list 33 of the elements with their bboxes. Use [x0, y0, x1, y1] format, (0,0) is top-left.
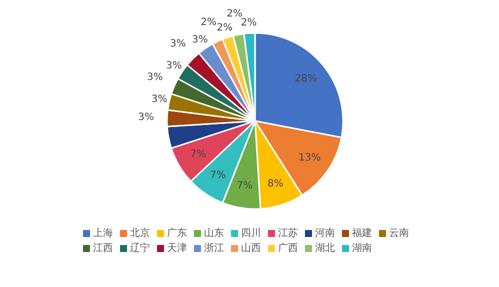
data-label: 8%	[267, 178, 284, 190]
legend-label: 云南	[389, 226, 409, 241]
data-label: 2%	[240, 18, 257, 29]
data-label: 3%	[166, 60, 182, 72]
legend-label: 福建	[352, 226, 372, 241]
legend-label: 广东	[167, 226, 187, 241]
data-label: 7%	[210, 170, 226, 182]
data-label: 2%	[226, 8, 243, 20]
legend-label: 四川	[241, 226, 261, 241]
legend-label: 天津	[167, 242, 187, 256]
data-label: 28%	[294, 73, 317, 84]
data-label: 2%	[216, 22, 233, 34]
legend-label: 浙江	[204, 242, 224, 256]
legend-label: 山西	[241, 242, 261, 256]
legend-label: 江苏	[278, 226, 298, 241]
legend-label: 辽宁	[130, 242, 150, 256]
legend-label: 上海	[93, 226, 113, 241]
data-label: 3%	[151, 94, 168, 106]
legend-label: 北京	[130, 226, 150, 241]
data-label: 3%	[147, 72, 163, 84]
legend-label: 广西	[278, 242, 298, 256]
legend-label: 山东	[204, 226, 224, 241]
legend-label: 湖北	[315, 242, 335, 256]
legend-label: 江西	[93, 242, 113, 256]
data-label: 3%	[170, 38, 186, 50]
legend-label: 湖南	[352, 242, 372, 256]
data-label: 3%	[138, 112, 154, 124]
data-label: 2%	[200, 16, 217, 28]
data-label: 7%	[190, 149, 206, 160]
legend-label: 河南	[315, 226, 335, 241]
data-label: 3%	[192, 34, 208, 46]
data-label: 7%	[236, 180, 253, 192]
data-label: 13%	[298, 152, 321, 164]
